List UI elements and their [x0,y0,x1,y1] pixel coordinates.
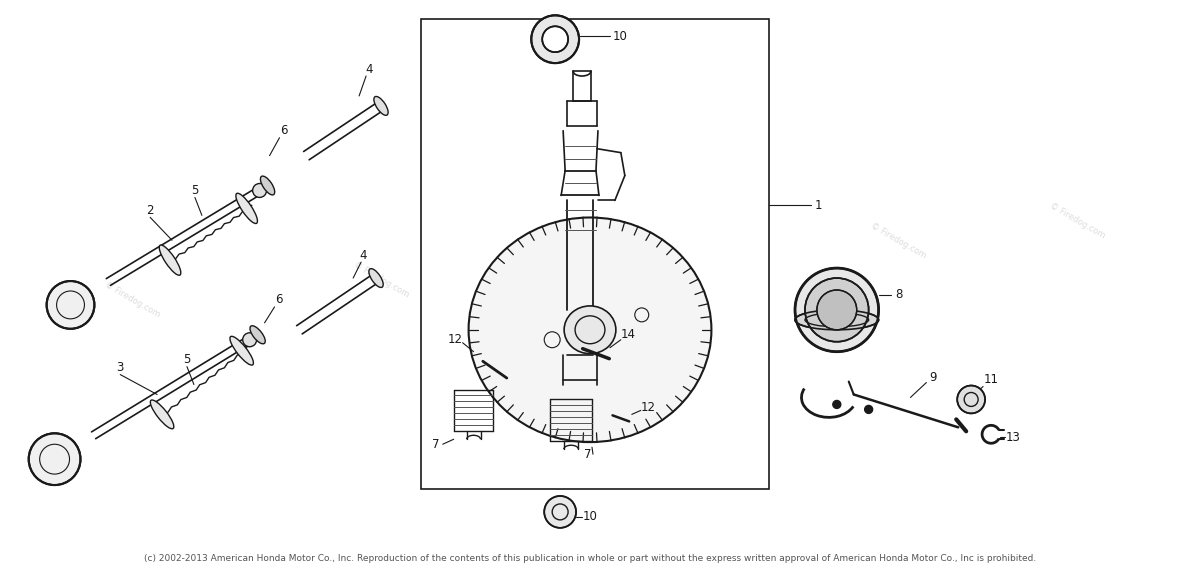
Text: 12: 12 [448,334,464,346]
Ellipse shape [250,326,266,344]
Ellipse shape [230,336,254,365]
Circle shape [28,433,80,485]
Text: 2: 2 [146,204,153,217]
Text: 12: 12 [641,401,655,414]
Text: (c) 2002-2013 American Honda Motor Co., Inc. Reproduction of the contents of thi: (c) 2002-2013 American Honda Motor Co., … [144,554,1036,563]
Ellipse shape [159,245,181,275]
Ellipse shape [369,268,384,287]
Ellipse shape [374,96,388,115]
Text: 10: 10 [612,30,628,43]
Text: © Firedog.com: © Firedog.com [103,281,162,320]
Ellipse shape [236,194,257,223]
Circle shape [817,290,857,330]
Circle shape [544,496,576,528]
Ellipse shape [261,176,275,195]
Text: 5: 5 [191,184,198,197]
Text: 11: 11 [984,373,998,386]
Text: 6: 6 [280,124,287,137]
Text: 13: 13 [1005,431,1021,444]
Text: IN: IN [65,300,76,310]
Text: © Firedog.com: © Firedog.com [590,300,649,339]
Circle shape [795,268,879,352]
Text: 6: 6 [275,293,282,306]
Text: 9: 9 [930,371,937,384]
Circle shape [531,16,579,63]
Circle shape [543,26,568,52]
Ellipse shape [795,310,879,330]
Text: © Firedog.com: © Firedog.com [870,221,927,260]
Bar [421,20,769,489]
Circle shape [243,333,256,347]
Ellipse shape [150,400,173,429]
Text: 8: 8 [894,289,903,301]
Text: 7: 7 [584,448,591,461]
Text: © Firedog.com: © Firedog.com [1048,201,1107,240]
Text: 10: 10 [583,510,597,524]
Circle shape [957,385,985,414]
Text: 14: 14 [621,328,635,341]
Text: 5: 5 [183,353,191,366]
Circle shape [833,400,841,408]
Circle shape [805,278,868,342]
Text: 3: 3 [117,361,124,374]
Ellipse shape [564,306,616,354]
Circle shape [865,406,873,414]
Circle shape [253,184,267,198]
Text: EX: EX [48,454,61,464]
Circle shape [47,281,94,329]
Text: 1: 1 [815,199,822,212]
Text: 4: 4 [360,249,367,262]
Text: © Firedog.com: © Firedog.com [352,260,411,300]
Text: 7: 7 [432,438,439,451]
Text: 4: 4 [366,63,373,75]
Ellipse shape [468,218,712,442]
